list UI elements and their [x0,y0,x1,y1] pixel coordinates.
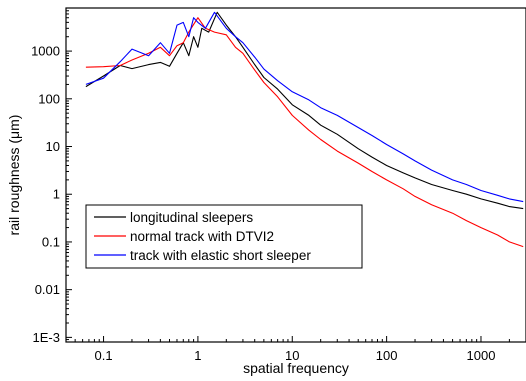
x-axis-title: spatial frequency [243,360,349,376]
x-tick-label: 1000 [467,348,496,363]
plot-lines [85,11,524,248]
y-tick-label: 0.1 [42,234,60,249]
series-line-1 [85,11,524,210]
legend-box [85,204,363,269]
y-tick-label: 10 [46,139,60,154]
y-tick-label: 1E-3 [33,330,60,345]
axis-ticks: 0.1 1 10 100 1000 1E-3 0.01 0.1 1 10 100 1000 [31,7,526,363]
y-tick-label: 1 [53,187,60,202]
legend-label: normal track with DTVI2 [130,229,274,244]
x-tick-label: 1 [194,348,201,363]
series-line-3 [85,11,524,203]
series-line-2 [85,17,524,248]
plot-frame [65,7,526,343]
legend: longitudinal sleepers normal track with D… [85,204,363,269]
x-tick-label: 100 [376,348,398,363]
legend-label: longitudinal sleepers [130,210,253,225]
y-tick-label: 0.01 [35,282,60,297]
x-tick-label: 0.1 [95,348,113,363]
legend-label: track with elastic short sleeper [130,248,311,263]
y-tick-label: 100 [38,91,60,106]
x-tick-label: 10 [285,348,299,363]
y-tick-label: 1000 [31,44,60,59]
y-axis-title: rail roughness (μm) [6,115,22,236]
